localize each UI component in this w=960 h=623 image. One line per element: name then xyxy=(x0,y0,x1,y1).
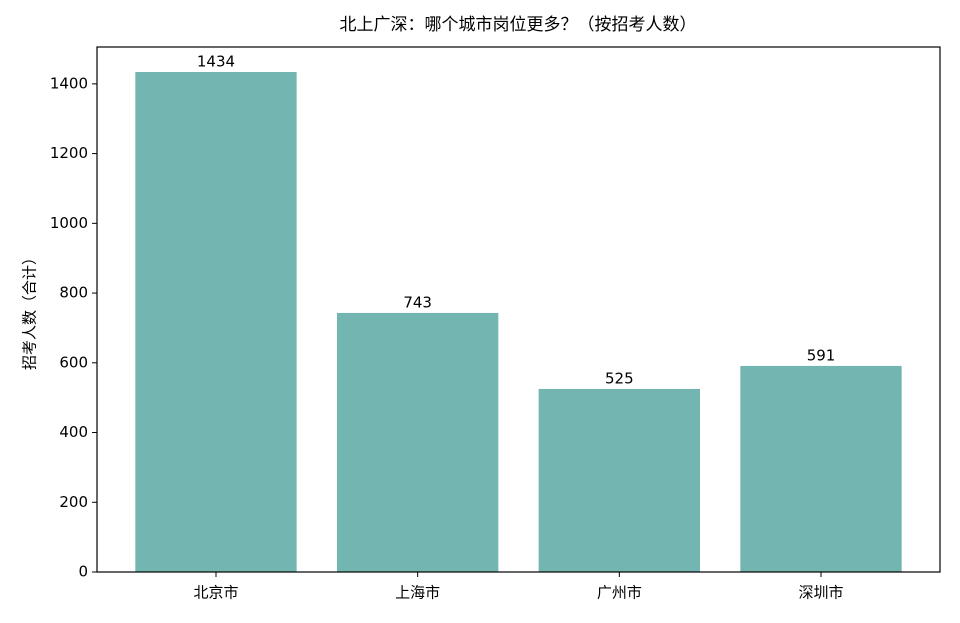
bar xyxy=(336,312,499,572)
y-axis-label: 招考人数（合计） xyxy=(21,250,39,370)
bar xyxy=(740,365,902,572)
y-tick-label: 1200 xyxy=(50,144,88,162)
value-label: 525 xyxy=(605,369,634,387)
value-label: 1434 xyxy=(197,53,235,71)
plot-frame xyxy=(96,46,941,573)
x-tick-label: 广州市 xyxy=(597,584,642,602)
y-tick-label: 1400 xyxy=(50,74,88,92)
value-label: 591 xyxy=(807,346,836,364)
y-tick-label: 1000 xyxy=(50,214,88,232)
y-tick-label: 400 xyxy=(59,423,88,441)
chart-title: 北上广深：哪个城市岗位更多？（按招考人数） xyxy=(340,15,697,35)
x-tick-label: 上海市 xyxy=(395,584,440,602)
bar xyxy=(135,72,297,572)
y-tick-label: 200 xyxy=(59,493,88,511)
bar xyxy=(538,388,701,572)
x-tick-label: 北京市 xyxy=(193,584,238,602)
x-tick-label: 深圳市 xyxy=(799,584,844,602)
y-tick-label: 800 xyxy=(59,284,88,302)
value-label: 743 xyxy=(403,293,432,311)
y-tick-label: 600 xyxy=(59,353,88,371)
y-tick-label: 0 xyxy=(78,563,88,581)
